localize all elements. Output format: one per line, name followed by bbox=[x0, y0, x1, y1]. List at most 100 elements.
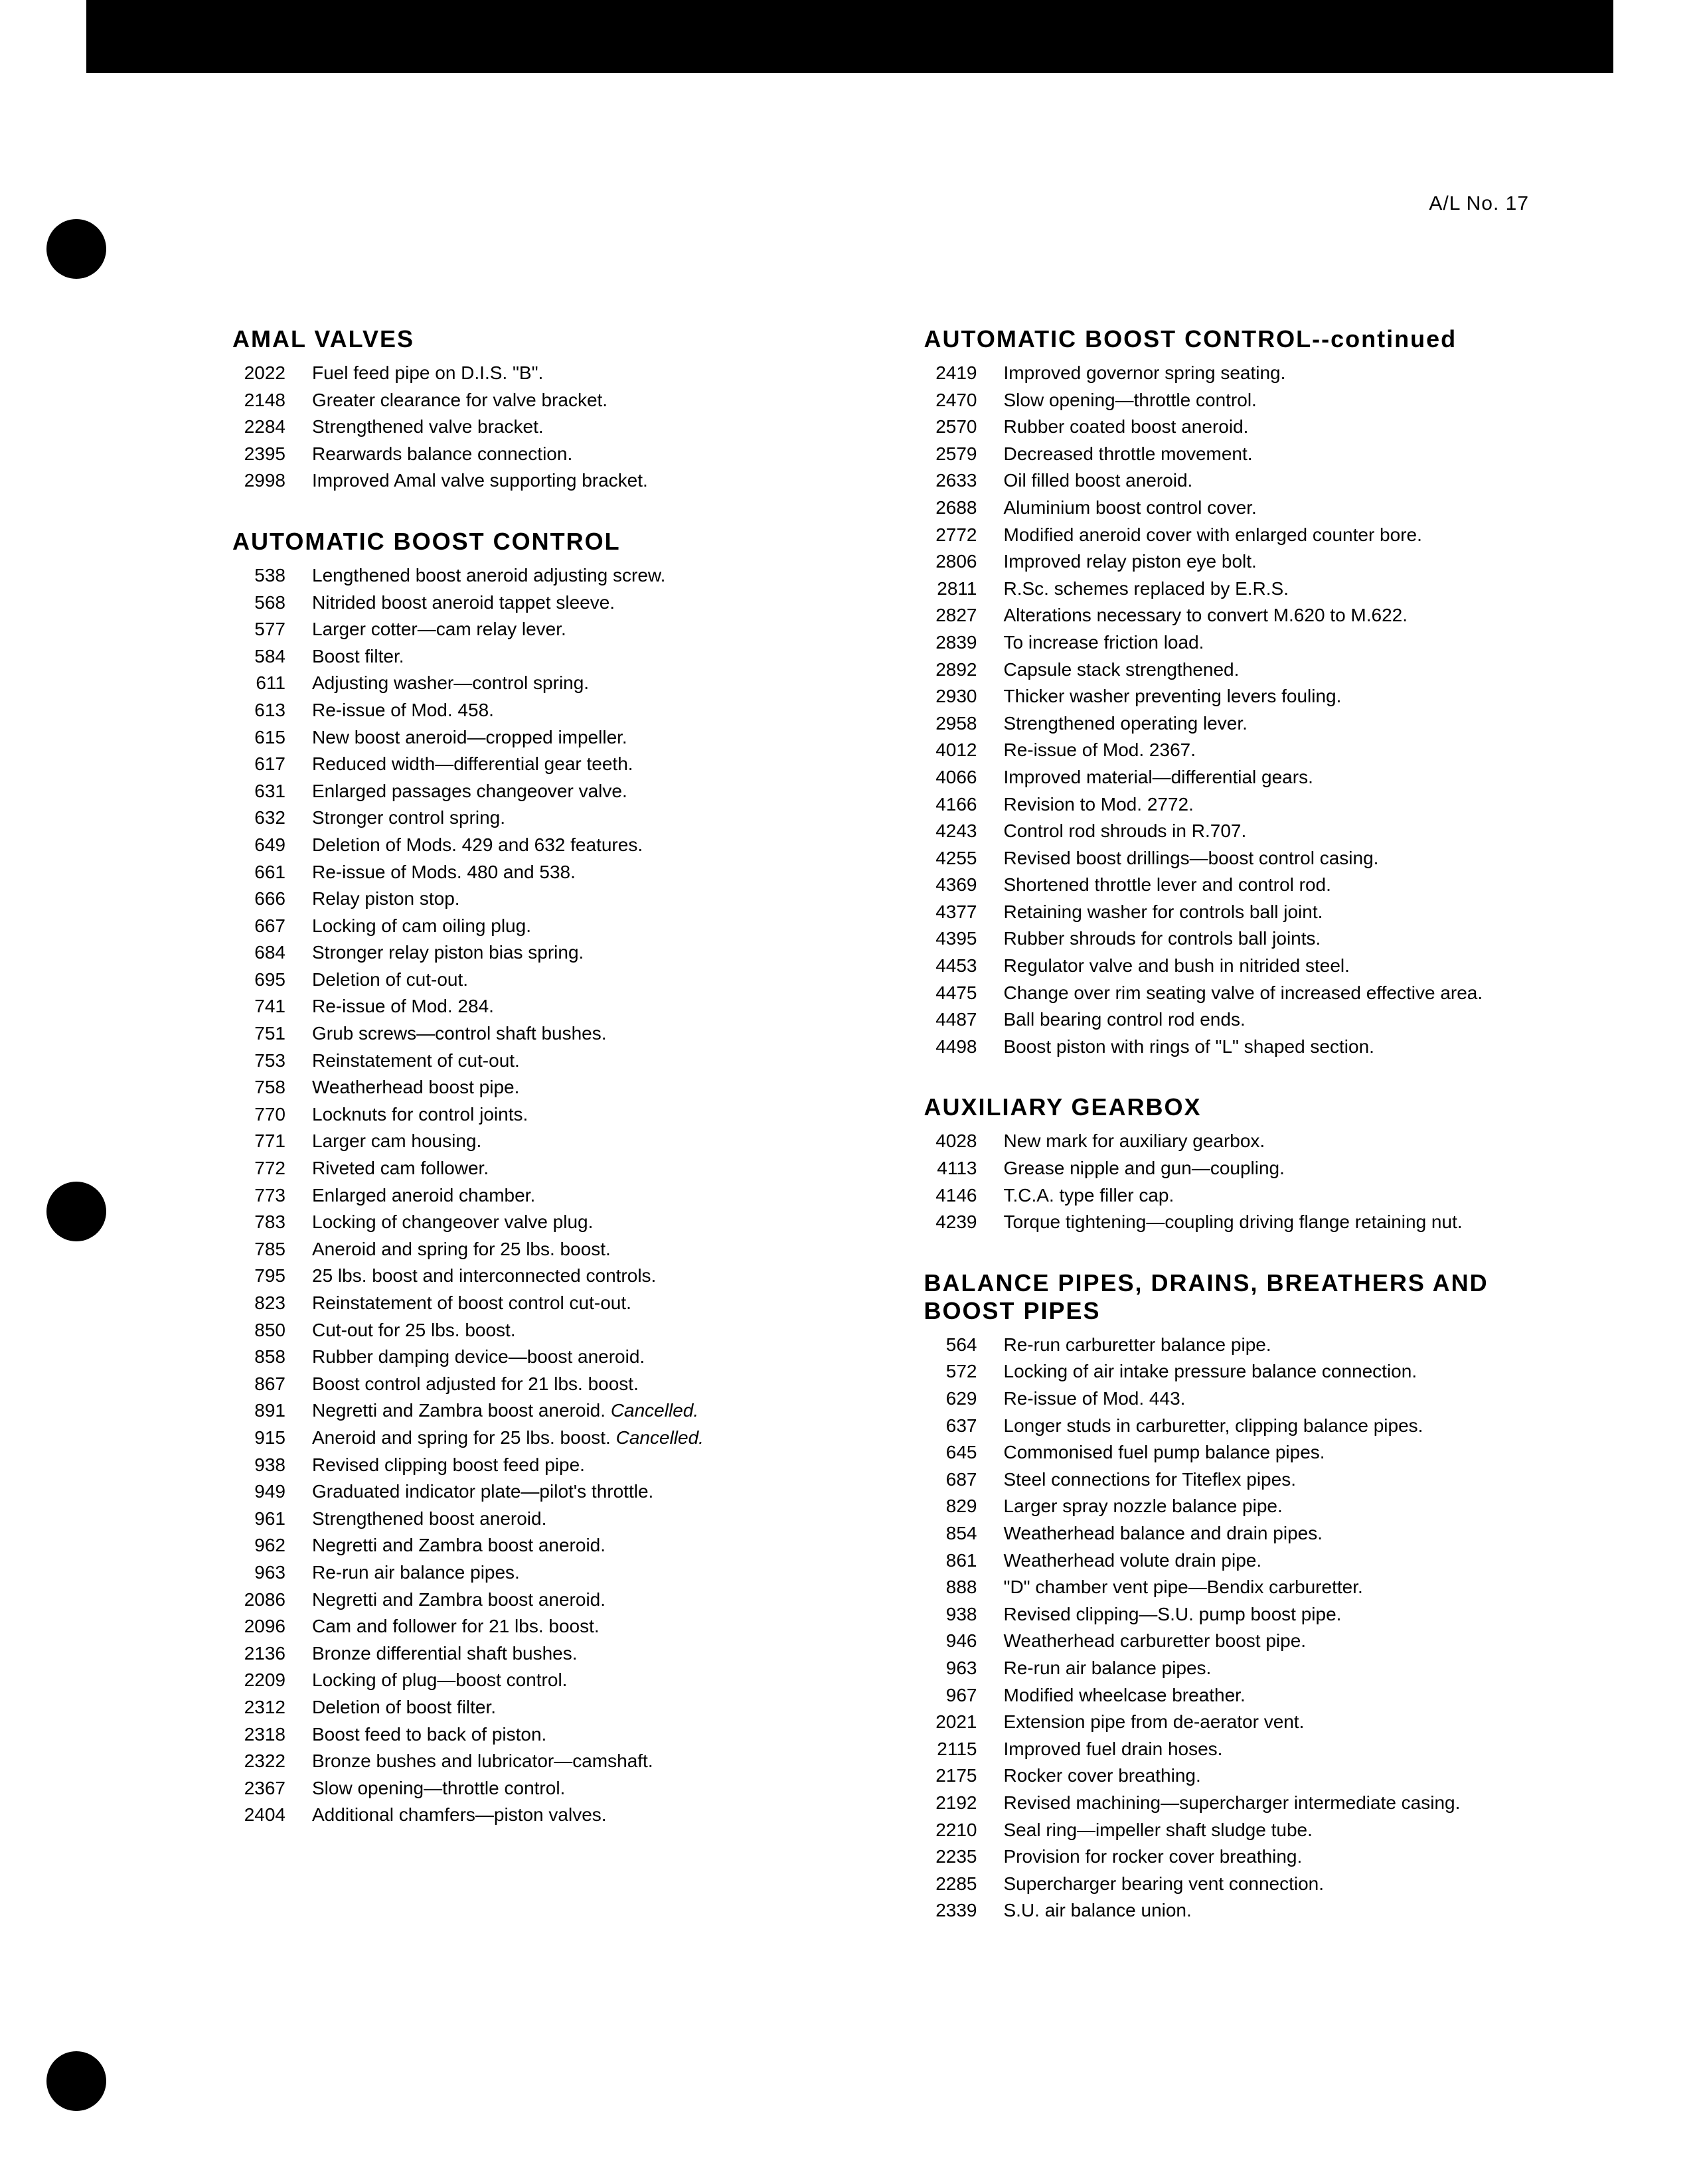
list-item: 850Cut-out for 25 lbs. boost. bbox=[232, 1317, 871, 1344]
item-description: Greater clearance for valve bracket. bbox=[312, 387, 871, 414]
cancelled-label: Cancelled. bbox=[616, 1427, 704, 1448]
item-number: 867 bbox=[232, 1371, 312, 1398]
item-number: 2210 bbox=[924, 1817, 1004, 1844]
item-description-text: Weatherhead carburetter boost pipe. bbox=[1004, 1630, 1307, 1651]
list-item: 2021Extension pipe from de-aerator vent. bbox=[924, 1709, 1563, 1736]
item-description: Locking of air intake pressure balance c… bbox=[1004, 1358, 1563, 1385]
list-item: 4239Torque tightening—coupling driving f… bbox=[924, 1209, 1563, 1236]
item-description-text: Rearwards balance connection. bbox=[312, 443, 572, 464]
item-description: Lengthened boost aneroid adjusting screw… bbox=[312, 562, 871, 589]
list-item: 617Reduced width—differential gear teeth… bbox=[232, 751, 871, 778]
item-description: Modified wheelcase breather. bbox=[1004, 1682, 1563, 1709]
list-item: 629Re-issue of Mod. 443. bbox=[924, 1385, 1563, 1413]
item-description: Strengthened boost aneroid. bbox=[312, 1506, 871, 1533]
item-number: 2806 bbox=[924, 548, 1004, 576]
item-description: Boost control adjusted for 21 lbs. boost… bbox=[312, 1371, 871, 1398]
item-description: Larger cam housing. bbox=[312, 1128, 871, 1155]
item-description-text: Negretti and Zambra boost aneroid. bbox=[312, 1535, 605, 1555]
item-number: 4255 bbox=[924, 845, 1004, 872]
list-item: 741Re-issue of Mod. 284. bbox=[232, 993, 871, 1020]
item-description: Re-issue of Mod. 458. bbox=[312, 697, 871, 724]
item-description-text: Seal ring—impeller shaft sludge tube. bbox=[1004, 1820, 1313, 1840]
item-number: 2930 bbox=[924, 683, 1004, 710]
list-item: 961Strengthened boost aneroid. bbox=[232, 1506, 871, 1533]
item-description-text: Relay piston stop. bbox=[312, 888, 460, 909]
item-description-text: Deletion of Mods. 429 and 632 features. bbox=[312, 834, 643, 855]
list-item: 661Re-issue of Mods. 480 and 538. bbox=[232, 859, 871, 886]
list-item: 2285Supercharger bearing vent connection… bbox=[924, 1871, 1563, 1898]
item-description-text: Deletion of cut-out. bbox=[312, 969, 468, 990]
list-item: 2395Rearwards balance connection. bbox=[232, 441, 871, 468]
list-item: 645Commonised fuel pump balance pipes. bbox=[924, 1439, 1563, 1466]
list-item: 4377Retaining washer for controls ball j… bbox=[924, 899, 1563, 926]
list-item: 946Weatherhead carburetter boost pipe. bbox=[924, 1628, 1563, 1655]
punch-hole-icon bbox=[46, 219, 106, 279]
item-description: Stronger control spring. bbox=[312, 805, 871, 832]
item-description: "D" chamber vent pipe—Bendix carburetter… bbox=[1004, 1574, 1563, 1601]
item-number: 611 bbox=[232, 670, 312, 697]
list-item: 949Graduated indicator plate—pilot's thr… bbox=[232, 1478, 871, 1506]
item-number: 795 bbox=[232, 1263, 312, 1290]
item-number: 645 bbox=[924, 1439, 1004, 1466]
item-number: 4475 bbox=[924, 980, 1004, 1007]
item-description: New mark for auxiliary gearbox. bbox=[1004, 1128, 1563, 1155]
list-item: 758Weatherhead boost pipe. bbox=[232, 1074, 871, 1101]
item-description-text: Lengthened boost aneroid adjusting screw… bbox=[312, 565, 665, 585]
list-item: 568Nitrided boost aneroid tappet sleeve. bbox=[232, 589, 871, 617]
item-description: Deletion of cut-out. bbox=[312, 967, 871, 994]
item-description: Extension pipe from de-aerator vent. bbox=[1004, 1709, 1563, 1736]
list-item: 2998Improved Amal valve supporting brack… bbox=[232, 467, 871, 495]
item-number: 4012 bbox=[924, 737, 1004, 764]
item-number: 695 bbox=[232, 967, 312, 994]
section-heading: AUTOMATIC BOOST CONTROL bbox=[232, 528, 871, 556]
item-description-text: Negretti and Zambra boost aneroid. bbox=[312, 1589, 605, 1610]
item-number: 963 bbox=[232, 1559, 312, 1587]
item-number: 2772 bbox=[924, 522, 1004, 549]
section-heading: AMAL VALVES bbox=[232, 325, 871, 353]
item-description-text: Graduated indicator plate—pilot's thrott… bbox=[312, 1481, 653, 1502]
item-description-text: Strengthened boost aneroid. bbox=[312, 1508, 546, 1529]
item-description: Reinstatement of boost control cut-out. bbox=[312, 1290, 871, 1317]
item-description: Strengthened valve bracket. bbox=[312, 414, 871, 441]
item-description-text: Retaining washer for controls ball joint… bbox=[1004, 901, 1323, 922]
item-number: 2115 bbox=[924, 1736, 1004, 1763]
list-item: 4453Regulator valve and bush in nitrided… bbox=[924, 953, 1563, 980]
item-description-text: Revised clipping boost feed pipe. bbox=[312, 1454, 585, 1475]
item-description: Additional chamfers—piston valves. bbox=[312, 1802, 871, 1829]
item-number: 2318 bbox=[232, 1721, 312, 1749]
item-description-text: Stronger relay piston bias spring. bbox=[312, 942, 584, 963]
item-description: Weatherhead volute drain pipe. bbox=[1004, 1547, 1563, 1575]
list-item: 773Enlarged aneroid chamber. bbox=[232, 1182, 871, 1209]
item-number: 568 bbox=[232, 589, 312, 617]
item-description-text: Re-run air balance pipes. bbox=[1004, 1658, 1212, 1678]
item-description-text: Weatherhead balance and drain pipes. bbox=[1004, 1523, 1323, 1543]
item-description: Rubber coated boost aneroid. bbox=[1004, 414, 1563, 441]
item-description: Deletion of Mods. 429 and 632 features. bbox=[312, 832, 871, 859]
item-description: Shortened throttle lever and control rod… bbox=[1004, 872, 1563, 899]
item-number: 4369 bbox=[924, 872, 1004, 899]
item-description: Revised boost drillings—boost control ca… bbox=[1004, 845, 1563, 872]
list-item: 79525 lbs. boost and interconnected cont… bbox=[232, 1263, 871, 1290]
item-description-text: Longer studs in carburetter, clipping ba… bbox=[1004, 1415, 1423, 1436]
item-description: R.Sc. schemes replaced by E.R.S. bbox=[1004, 576, 1563, 603]
item-description: Regulator valve and bush in nitrided ste… bbox=[1004, 953, 1563, 980]
item-description-text: Re-run carburetter balance pipe. bbox=[1004, 1334, 1271, 1355]
list-item: 771Larger cam housing. bbox=[232, 1128, 871, 1155]
item-description-text: Strengthened operating lever. bbox=[1004, 713, 1248, 734]
item-number: 2419 bbox=[924, 360, 1004, 387]
item-description-text: Change over rim seating valve of increas… bbox=[1004, 982, 1483, 1003]
list-item: 823Reinstatement of boost control cut-ou… bbox=[232, 1290, 871, 1317]
item-number: 4146 bbox=[924, 1182, 1004, 1209]
item-description: Boost feed to back of piston. bbox=[312, 1721, 871, 1749]
list-item: 2284Strengthened valve bracket. bbox=[232, 414, 871, 441]
item-description-text: Adjusting washer—control spring. bbox=[312, 672, 589, 693]
list-item: 753Reinstatement of cut-out. bbox=[232, 1048, 871, 1075]
item-description: Boost piston with rings of "L" shaped se… bbox=[1004, 1034, 1563, 1061]
list-item: 938Revised clipping—S.U. pump boost pipe… bbox=[924, 1601, 1563, 1628]
list-item: 785Aneroid and spring for 25 lbs. boost. bbox=[232, 1236, 871, 1263]
list-item: 772Riveted cam follower. bbox=[232, 1155, 871, 1182]
item-description: Locking of plug—boost control. bbox=[312, 1667, 871, 1694]
list-item: 4243Control rod shrouds in R.707. bbox=[924, 818, 1563, 845]
list-item: 4369Shortened throttle lever and control… bbox=[924, 872, 1563, 899]
item-description-text: Riveted cam follower. bbox=[312, 1158, 489, 1178]
